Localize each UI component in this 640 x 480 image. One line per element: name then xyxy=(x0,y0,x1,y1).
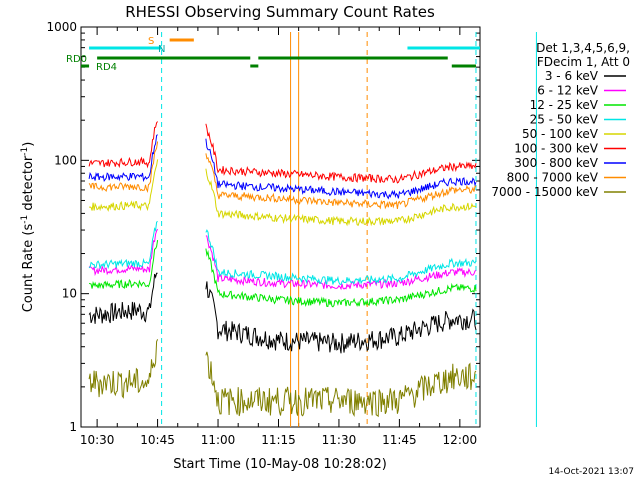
y-tick-label: 10 xyxy=(62,287,77,301)
x-tick-label: 11:00 xyxy=(201,433,236,447)
legend-entry-label: 12 - 25 keV xyxy=(530,98,599,112)
x-tick-label: 11:45 xyxy=(382,433,417,447)
series-2 xyxy=(88,240,477,308)
series-line-post-flare xyxy=(205,235,477,291)
series-line-pre-flare xyxy=(88,134,158,183)
legend-entry-label: 800 - 7000 keV xyxy=(507,171,599,185)
series-line-post-flare xyxy=(205,138,477,200)
x-axis: 10:30 10:45 11:00 11:15 11:30 11:45 12:00 xyxy=(80,27,481,447)
legend-entry-label: 300 - 800 keV xyxy=(514,156,598,170)
series-line-pre-flare xyxy=(88,339,159,399)
legend: Det 1,3,4,5,6,9, FDecim 1, Att 0 3 - 6 k… xyxy=(491,41,630,199)
y-axis-label-close: ) xyxy=(21,142,36,147)
x-tick-label: 11:30 xyxy=(322,433,357,447)
series-4 xyxy=(89,159,477,227)
y-tick-label: 1000 xyxy=(46,20,77,34)
series-line-pre-flare xyxy=(88,121,158,169)
series-3 xyxy=(88,221,477,285)
x-axis-label: Start Time (10-May-08 10:28:02) xyxy=(173,457,387,472)
series-8 xyxy=(88,339,477,418)
x-tick-label: 12:00 xyxy=(443,433,478,447)
plot-area: 1 10 100 1000 10:30 10:45 11:00 11:15 11:30 11:4… xyxy=(46,20,537,447)
flag-label-rd0: RD0 xyxy=(66,54,87,65)
x-tick-label: 11:15 xyxy=(261,433,296,447)
series-line-pre-flare xyxy=(88,141,159,194)
y-axis-label-sup1: -1 xyxy=(20,215,30,224)
time-markers xyxy=(161,32,537,427)
legend-entry-label: 6 - 12 keV xyxy=(537,84,599,98)
series-line-post-flare xyxy=(205,153,477,210)
series-line-pre-flare xyxy=(88,240,159,289)
legend-header-1: Det 1,3,4,5,6,9, xyxy=(536,41,630,55)
series-0 xyxy=(88,272,477,354)
x-tick-label: 10:45 xyxy=(140,433,175,447)
series-line-post-flare xyxy=(205,229,477,285)
flag-label-n: N xyxy=(158,44,165,55)
series-layer xyxy=(88,121,477,418)
y-tick-label: 100 xyxy=(54,153,77,167)
series-5 xyxy=(88,121,477,184)
y-tick-label: 1 xyxy=(69,420,77,434)
series-line-pre-flare xyxy=(88,228,159,277)
series-line-post-flare xyxy=(205,281,477,354)
timestamp: 14-Oct-2021 13:07 xyxy=(549,467,634,477)
flag-label-rd4: RD4 xyxy=(96,62,117,73)
y-axis-label-sup2: -1 xyxy=(20,147,30,156)
flag-label-s: S xyxy=(148,36,154,47)
series-line-pre-flare xyxy=(89,159,159,212)
legend-entry-label: 50 - 100 keV xyxy=(522,127,599,141)
y-axis-label: Count Rate (s-1 detector-1) xyxy=(20,142,36,313)
flag-bars: RD0 RD4 SN xyxy=(66,36,480,73)
series-1 xyxy=(88,228,477,291)
series-line-pre-flare xyxy=(88,272,158,324)
series-line-pre-flare xyxy=(88,221,158,270)
series-line-post-flare xyxy=(205,248,477,308)
legend-header-2: FDecim 1, Att 0 xyxy=(537,55,630,69)
x-tick-label: 10:30 xyxy=(80,433,115,447)
legend-entry-label: 3 - 6 keV xyxy=(545,69,599,83)
legend-entry-label: 7000 - 15000 keV xyxy=(491,185,598,199)
series-line-post-flare xyxy=(205,351,477,418)
series-line-post-flare xyxy=(205,168,477,227)
y-axis: 1 10 100 1000 xyxy=(46,20,480,434)
y-axis-label-tail: detector xyxy=(21,155,36,215)
chart-title: RHESSI Observing Summary Count Rates xyxy=(125,3,435,21)
series-6 xyxy=(88,134,477,200)
series-line-post-flare xyxy=(205,123,477,184)
plot-frame xyxy=(80,26,481,428)
legend-entry-label: 100 - 300 keV xyxy=(514,142,598,156)
series-7 xyxy=(88,141,477,210)
legend-entry-label: 25 - 50 keV xyxy=(530,113,599,127)
y-axis-label-main: Count Rate (s xyxy=(21,224,36,313)
